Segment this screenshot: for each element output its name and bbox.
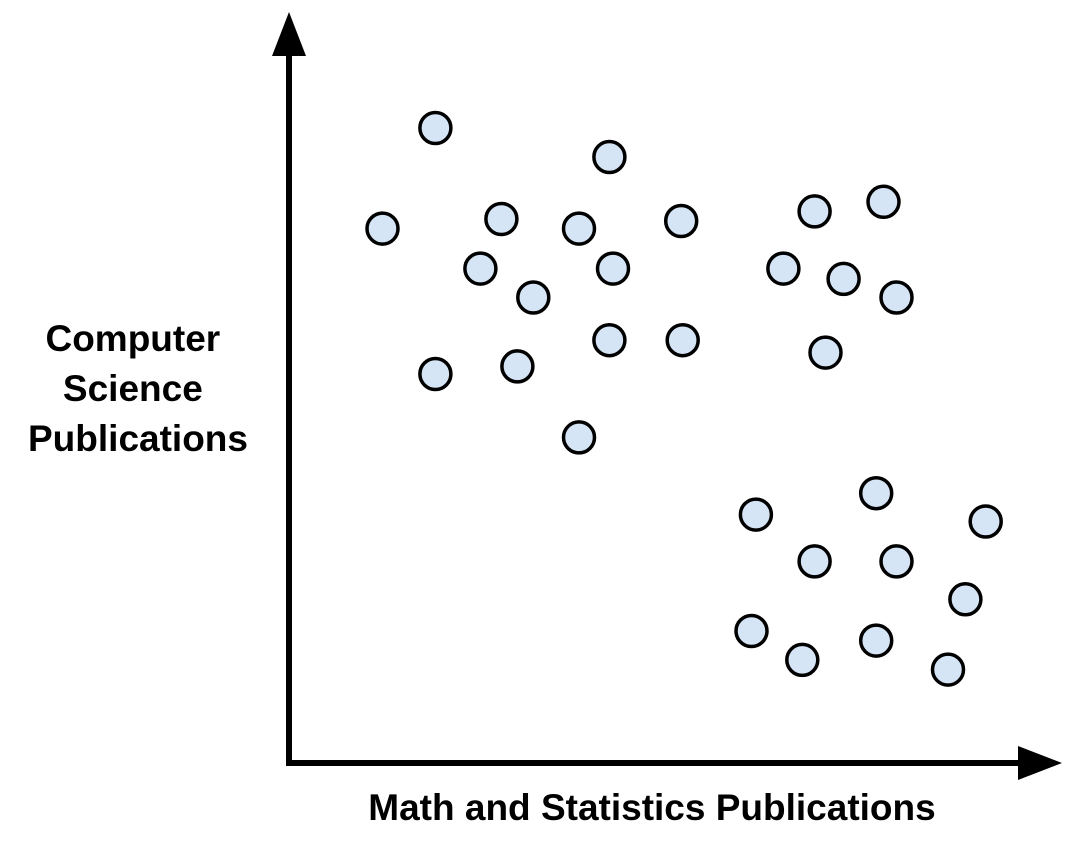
scatter-point-cluster1-13 <box>500 349 535 384</box>
scatter-point-cluster3-8 <box>785 642 820 678</box>
scatter-point-cluster1-7 <box>595 251 631 286</box>
scatter-point-cluster1-10 <box>592 322 627 358</box>
y-axis-arrowhead <box>272 12 306 56</box>
scatter-point-cluster1-11 <box>665 322 700 358</box>
scatter-point-cluster2-3 <box>766 251 801 286</box>
scatter-point-cluster1-2 <box>418 110 453 146</box>
scatter-point-cluster3-1 <box>738 497 774 532</box>
scatter-point-cluster2-1 <box>797 194 832 229</box>
scatter-point-cluster1-1 <box>365 211 400 246</box>
y-axis-title-line-1: Computer <box>45 318 220 359</box>
scatter-point-cluster2-4 <box>826 261 861 297</box>
y-axis-title: Computer Science Publications <box>28 318 248 459</box>
scatter-point-cluster3-3 <box>968 504 1003 539</box>
scatter-point-cluster3-4 <box>797 544 832 579</box>
scatter-point-cluster1-9 <box>663 203 699 239</box>
y-axis-title-line-2: Science <box>63 368 203 409</box>
scatter-point-cluster1-6 <box>592 139 627 175</box>
scatter-point-cluster3-7 <box>734 613 769 649</box>
y-axis-title-line-3: Publications <box>28 418 248 459</box>
x-axis-title: Math and Statistics Publications <box>368 787 935 828</box>
scatter-point-cluster1-14 <box>561 420 597 455</box>
x-axis-arrowhead <box>1018 746 1062 780</box>
scatter-point-cluster2-6 <box>808 335 843 370</box>
scatter-points <box>365 110 1003 687</box>
scatter-point-cluster1-12 <box>418 356 453 392</box>
scatter-point-cluster1-5 <box>561 211 597 246</box>
axes <box>272 12 1062 780</box>
scatter-point-cluster1-8 <box>516 280 551 315</box>
scatter-point-cluster3-2 <box>858 475 894 511</box>
scatter-point-cluster3-5 <box>879 544 914 579</box>
scatter-point-cluster2-2 <box>866 184 901 220</box>
scatter-point-cluster3-10 <box>930 652 966 687</box>
scatter-point-cluster1-3 <box>484 201 519 237</box>
scatter-point-cluster3-6 <box>948 582 983 617</box>
scatter-point-cluster1-4 <box>463 251 498 286</box>
scatter-point-cluster2-5 <box>879 280 914 315</box>
scatter-point-cluster3-9 <box>858 623 894 658</box>
